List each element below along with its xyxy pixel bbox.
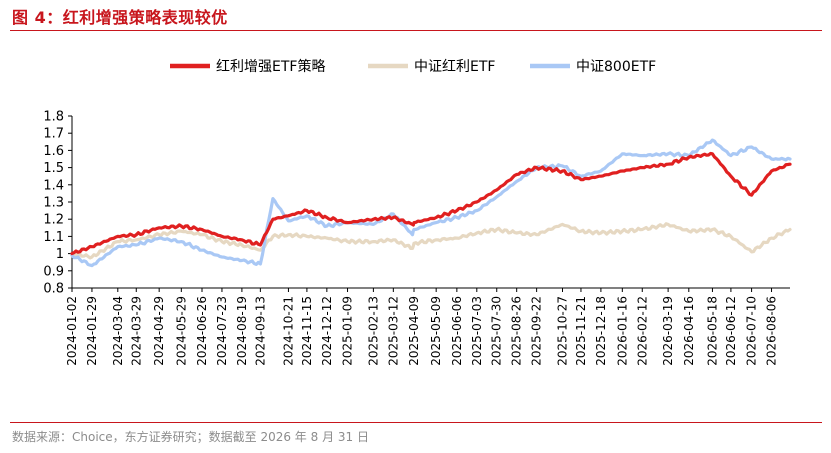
y-tick-label: 0.9 <box>43 264 64 279</box>
x-tick-label: 2026-07-10 <box>745 296 759 366</box>
y-tick-label: 1.2 <box>43 213 64 228</box>
x-axis: 2024-01-02 2024-01-29 2024-03-04 2024-03-29… <box>65 287 790 366</box>
series-line-2 <box>70 222 792 260</box>
x-tick-label: 2025-05-09 <box>429 296 443 366</box>
x-tick-label: 2026-01-16 <box>615 296 629 366</box>
y-tick-label: 0.8 <box>43 282 64 297</box>
x-tick-label: 2024-10-21 <box>281 296 295 366</box>
y-axis: 1.8 1.7 1.6 1.5 1.4 1.3 1.2 1.1 1 0.9 0.8 <box>43 110 73 297</box>
y-tick-label: 1.4 <box>43 178 64 193</box>
x-tick-label: 2026-06-12 <box>724 296 738 366</box>
x-tick-label: 2024-05-29 <box>174 296 188 366</box>
x-tick-label: 2024-01-02 <box>65 296 79 366</box>
legend-label: 红利增强ETF策略 <box>216 58 325 75</box>
x-tick-label: 2025-07-03 <box>470 296 484 366</box>
y-tick-label: 1.8 <box>43 110 64 125</box>
x-tick-label: 2025-07-30 <box>490 296 504 366</box>
figure-title: 图 4：红利增强策略表现较优 <box>12 8 228 27</box>
plot-area <box>70 138 792 268</box>
legend-label: 中证红利ETF <box>414 59 495 75</box>
y-tick-label: 1.6 <box>43 144 64 159</box>
x-tick-label: 2025-06-06 <box>450 296 464 366</box>
x-tick-label: 2025-03-12 <box>386 296 400 366</box>
x-tick-label: 2024-09-13 <box>253 296 267 366</box>
x-tick-label: 2026-08-06 <box>765 296 779 366</box>
y-tick-label: 1.3 <box>43 196 64 211</box>
footer-divider <box>10 422 822 423</box>
legend: 红利增强ETF策略 中证红利ETF 中证800ETF <box>170 58 656 75</box>
x-tick-label: 2026-05-18 <box>705 296 719 366</box>
y-tick-label: 1.5 <box>43 161 64 176</box>
x-tick-label: 2024-06-26 <box>195 296 209 366</box>
x-tick-label: 2026-04-16 <box>682 296 696 366</box>
x-tick-label: 2024-12-12 <box>320 296 334 366</box>
x-tick-label: 2024-08-19 <box>235 296 249 366</box>
x-tick-label: 2024-04-29 <box>152 296 166 366</box>
legend-label: 中证800ETF <box>576 59 656 75</box>
source-note: 数据来源：Choice，东方证券研究；数据截至 2026 年 8 月 31 日 <box>12 430 369 444</box>
title-divider <box>10 30 822 31</box>
x-tick-label: 2025-08-26 <box>510 296 524 366</box>
y-tick-label: 1.7 <box>43 127 64 142</box>
x-tick-label: 2025-09-22 <box>530 296 544 366</box>
x-tick-label: 2026-03-19 <box>661 296 675 366</box>
x-tick-label: 2024-07-23 <box>215 296 229 366</box>
x-tick-label: 2025-01-09 <box>341 296 355 366</box>
x-tick-label: 2024-11-15 <box>300 296 314 366</box>
x-tick-label: 2026-02-12 <box>635 296 649 366</box>
x-tick-label: 2024-01-29 <box>85 296 99 366</box>
x-tick-label: 2025-04-09 <box>407 296 421 366</box>
series-line-3 <box>70 138 792 268</box>
series-line-1 <box>70 151 792 256</box>
y-tick-label: 1.1 <box>43 230 64 245</box>
x-tick-label: 2025-12-18 <box>594 296 608 366</box>
x-tick-label: 2025-10-27 <box>555 296 569 366</box>
x-tick-label: 2024-03-29 <box>129 296 143 366</box>
y-tick-label: 1 <box>56 247 64 262</box>
x-tick-label: 2024-03-04 <box>111 296 125 366</box>
x-tick-label: 2025-11-21 <box>574 296 588 366</box>
x-tick-label: 2025-02-13 <box>366 296 380 366</box>
